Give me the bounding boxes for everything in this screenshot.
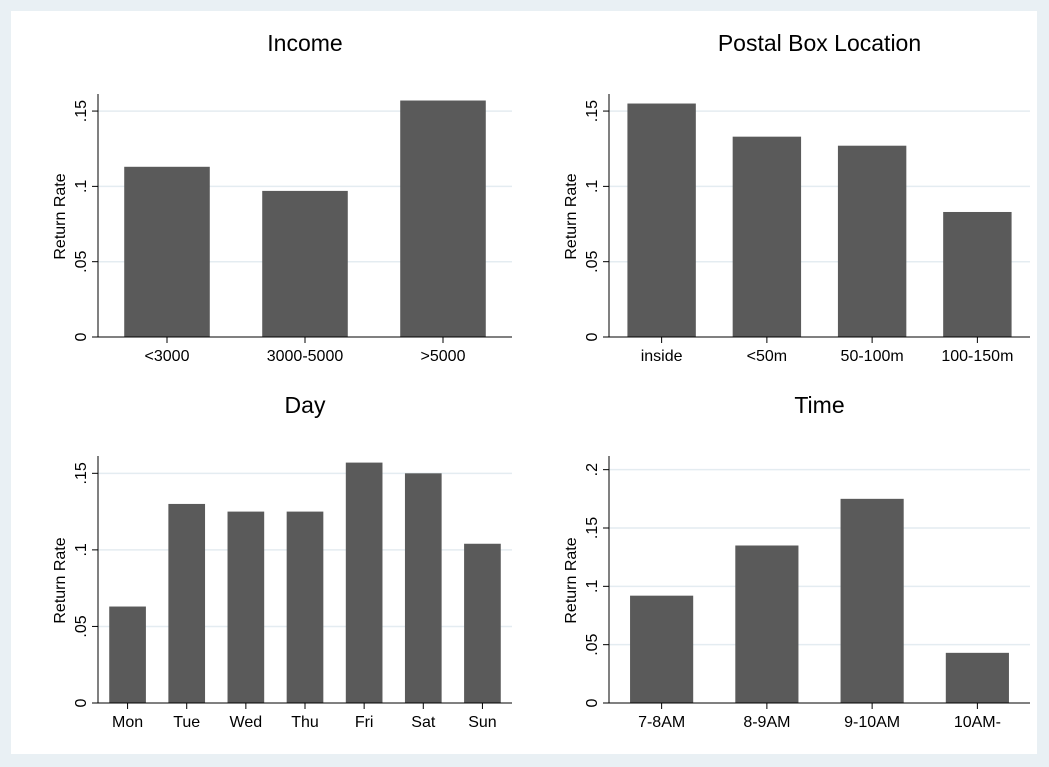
y-tick-label: .15: [73, 100, 90, 122]
bar-100-150m: [943, 211, 1012, 337]
y-tick-label: .15: [584, 517, 601, 539]
x-tick-label: 9-10AM: [844, 714, 900, 731]
bar-<50m: [732, 136, 802, 337]
bar-9-10AM: [840, 498, 904, 703]
x-tick-label: 7-8AM: [638, 714, 685, 731]
bar-Sun: [464, 543, 501, 703]
y-tick-label: 0: [73, 698, 90, 707]
y-tick-label: .15: [73, 462, 90, 484]
bar-Wed: [227, 511, 265, 703]
panel-title: Day: [285, 392, 326, 418]
x-tick-label: Fri: [355, 714, 374, 731]
x-tick-label: Sun: [468, 714, 496, 731]
x-tick-label: <3000: [145, 348, 190, 365]
y-axis-label: Return Rate: [563, 173, 580, 259]
bar-<3000: [124, 166, 210, 337]
bar-3000-5000: [262, 190, 348, 337]
panel-title: Postal Box Location: [718, 30, 921, 56]
y-tick-label: .05: [584, 633, 601, 655]
bar-10AM-: [945, 652, 1009, 703]
bar-7-8AM: [630, 595, 694, 703]
y-axis-label: Return Rate: [563, 537, 580, 623]
y-tick-label: .1: [584, 180, 601, 193]
y-tick-label: .1: [73, 180, 90, 193]
y-axis-label: Return Rate: [52, 173, 69, 259]
y-tick-label: .15: [584, 100, 601, 122]
panel-1: 0 .05 .1 .15 inside <50m 50-100m 100-150m Return…: [563, 30, 1030, 365]
bar->5000: [400, 100, 486, 337]
y-tick-label: 0: [73, 332, 90, 341]
x-tick-label: Wed: [230, 714, 263, 731]
x-tick-label: Mon: [112, 714, 143, 731]
y-tick-label: .05: [584, 250, 601, 272]
y-tick-label: .05: [73, 615, 90, 637]
x-tick-label: <50m: [747, 348, 787, 365]
panel-0: 0 .05 .1 .15 <3000 3000-5000 >5000 Return Rate I…: [52, 30, 512, 365]
figure: 0 .05 .1 .15 <3000 3000-5000 >5000 Return Rate I…: [11, 11, 1037, 754]
y-axis-label: Return Rate: [52, 537, 69, 623]
y-tick-label: 0: [584, 698, 601, 707]
x-tick-label: 50-100m: [841, 348, 904, 365]
x-tick-label: Sat: [411, 714, 436, 731]
x-tick-label: Thu: [291, 714, 319, 731]
bar-Fri: [345, 462, 383, 703]
y-tick-label: 0: [584, 332, 601, 341]
x-tick-label: >5000: [421, 348, 466, 365]
bar-Tue: [168, 503, 206, 703]
y-tick-label: .05: [73, 250, 90, 272]
x-tick-label: 10AM-: [954, 714, 1001, 731]
panel-3: 0 .05 .1 .15 .2 7-8AM 8-9AM 9-10AM 10AM- Return R…: [563, 392, 1030, 731]
bar-50-100m: [837, 145, 907, 337]
bar-inside: [627, 103, 696, 337]
x-tick-label: 8-9AM: [743, 714, 790, 731]
y-tick-label: .1: [73, 543, 90, 556]
bar-Mon: [109, 606, 146, 703]
bar-8-9AM: [735, 545, 799, 703]
bar-Sat: [404, 473, 442, 703]
x-tick-label: 3000-5000: [267, 348, 344, 365]
panel-title: Income: [267, 30, 342, 56]
x-tick-label: Tue: [173, 714, 200, 731]
x-tick-label: 100-150m: [941, 348, 1013, 365]
x-tick-label: inside: [641, 348, 683, 365]
chart-grid-svg: 0 .05 .1 .15 <3000 3000-5000 >5000 Return Rate I…: [52, 30, 1030, 731]
y-tick-label: .1: [584, 580, 601, 593]
y-tick-label: .2: [584, 463, 601, 476]
panel-title: Time: [794, 392, 844, 418]
bar-Thu: [286, 511, 324, 703]
panel-2: 0 .05 .1 .15 Mon Tue Wed Thu Fri Sat Sun Return Rat…: [52, 392, 512, 731]
